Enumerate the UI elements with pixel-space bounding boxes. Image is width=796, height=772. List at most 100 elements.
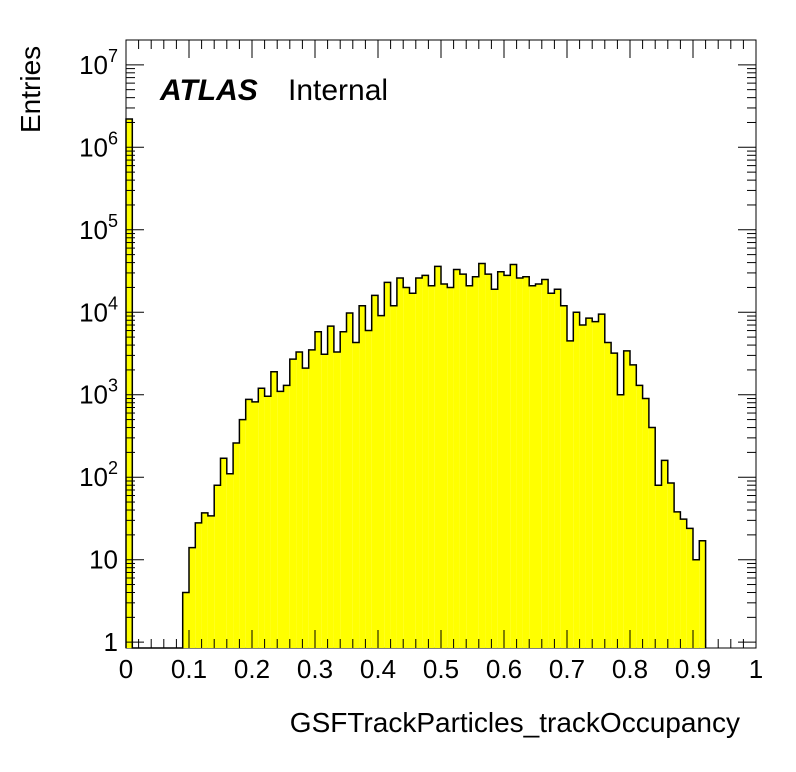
y-tick-label: 1 xyxy=(104,627,118,657)
histogram-bar xyxy=(283,385,290,648)
histogram-bar xyxy=(630,364,637,648)
histogram-bar xyxy=(195,522,202,648)
histogram-bar xyxy=(333,351,341,648)
histogram-bar xyxy=(680,519,687,648)
x-tick-label: 0.6 xyxy=(486,654,522,684)
histogram-bar xyxy=(535,284,542,648)
x-tick-label: 0.3 xyxy=(297,654,333,684)
histogram-bar xyxy=(415,278,423,648)
histogram-bar xyxy=(598,314,605,648)
x-axis-title: GSFTrackParticles_trackOccupancy xyxy=(290,707,740,738)
histogram-bar xyxy=(447,287,454,648)
histogram-bar xyxy=(459,274,467,648)
histogram-bar xyxy=(384,282,391,648)
histogram-bar xyxy=(560,305,567,648)
histogram-bar xyxy=(359,305,366,648)
histogram-bar xyxy=(409,293,416,648)
histogram-bar xyxy=(189,547,196,648)
histogram-bar xyxy=(655,485,662,648)
histogram-bar xyxy=(352,342,360,648)
histogram-bar xyxy=(623,350,630,648)
histogram-bar xyxy=(422,275,429,648)
y-tick-label: 104 xyxy=(79,293,118,327)
histogram-bar xyxy=(693,559,700,648)
y-tick-label: 10 xyxy=(89,545,118,575)
histogram-bar xyxy=(346,312,353,648)
x-axis-tick-labels: 0 0.1 0.2 0.3 0.4 0.5 0.6 0.7 0.8 0.9 1 xyxy=(119,654,763,684)
y-axis-ticks xyxy=(126,39,756,643)
histogram-bar xyxy=(699,540,706,648)
histogram-bar xyxy=(315,331,322,648)
internal-label: Internal xyxy=(288,74,388,107)
histogram-bar xyxy=(579,325,586,648)
y-tick-label: 107 xyxy=(79,46,118,80)
x-tick-label: 0.8 xyxy=(612,654,648,684)
histogram-bar xyxy=(636,385,643,648)
histogram-bar xyxy=(497,271,504,648)
histogram-bar xyxy=(327,326,334,648)
histogram-bar xyxy=(648,427,656,648)
y-tick-label: 102 xyxy=(79,458,118,492)
histogram-bar xyxy=(233,443,240,648)
histogram-bar xyxy=(592,321,599,648)
histogram-bar xyxy=(548,293,555,648)
histogram-bar xyxy=(289,359,297,648)
histogram-bar xyxy=(371,295,378,648)
x-tick-label: 0.5 xyxy=(423,654,459,684)
histogram-bar xyxy=(453,269,460,648)
histogram-bar xyxy=(686,528,693,648)
histogram-bar xyxy=(258,388,265,648)
x-tick-label: 0.4 xyxy=(360,654,396,684)
histogram-bar xyxy=(516,278,523,648)
histogram-bar xyxy=(126,119,133,648)
histogram-bar xyxy=(617,394,624,648)
histogram-bar xyxy=(642,398,649,648)
histogram-bar xyxy=(302,368,309,648)
histogram-bar xyxy=(485,274,492,648)
histogram-bar xyxy=(541,279,549,648)
x-tick-label: 0.1 xyxy=(171,654,207,684)
histogram-bar xyxy=(365,330,372,648)
histogram-bar xyxy=(466,285,473,648)
histogram-bar xyxy=(554,289,561,648)
x-tick-label: 0.9 xyxy=(675,654,711,684)
x-tick-label: 0.7 xyxy=(549,654,585,684)
histogram-bar xyxy=(264,396,271,648)
histogram-outline xyxy=(125,118,707,649)
histogram-bar xyxy=(604,342,612,648)
histogram-bars xyxy=(125,118,707,649)
histogram-bar xyxy=(472,276,479,648)
histogram-bar xyxy=(396,278,404,648)
histogram-bar xyxy=(252,401,259,648)
histogram-bar xyxy=(220,458,227,648)
histogram-bar xyxy=(182,592,189,648)
histogram-bar xyxy=(491,289,498,648)
histogram-bar xyxy=(585,318,593,648)
histogram-bar xyxy=(321,354,328,648)
histogram-bar xyxy=(428,285,435,648)
histogram-bar xyxy=(441,284,448,648)
y-tick-label: 105 xyxy=(79,211,118,245)
histogram-bar xyxy=(239,419,246,648)
histogram-bar xyxy=(277,391,284,648)
histogram-bar xyxy=(245,399,252,648)
histogram-bar xyxy=(611,353,618,648)
x-axis-ticks xyxy=(125,40,757,648)
y-axis-tick-labels: 1 10 102 103 104 105 106 107 xyxy=(79,46,118,657)
y-tick-label: 106 xyxy=(79,128,118,162)
histogram-bar xyxy=(504,275,511,648)
histogram-bar xyxy=(522,276,530,648)
y-tick-label: 103 xyxy=(79,376,118,410)
x-tick-label: 0 xyxy=(119,654,133,684)
histogram-bar xyxy=(390,305,397,648)
histogram-bar xyxy=(201,512,208,648)
x-tick-label: 1 xyxy=(749,654,763,684)
histogram-bar xyxy=(510,264,517,648)
histogram-bar xyxy=(226,473,234,648)
histogram-bar xyxy=(340,331,347,648)
histogram-bar xyxy=(573,312,580,648)
histogram-bar xyxy=(207,515,215,648)
atlas-label: ATLAS xyxy=(159,74,258,107)
x-tick-label: 0.2 xyxy=(234,654,270,684)
